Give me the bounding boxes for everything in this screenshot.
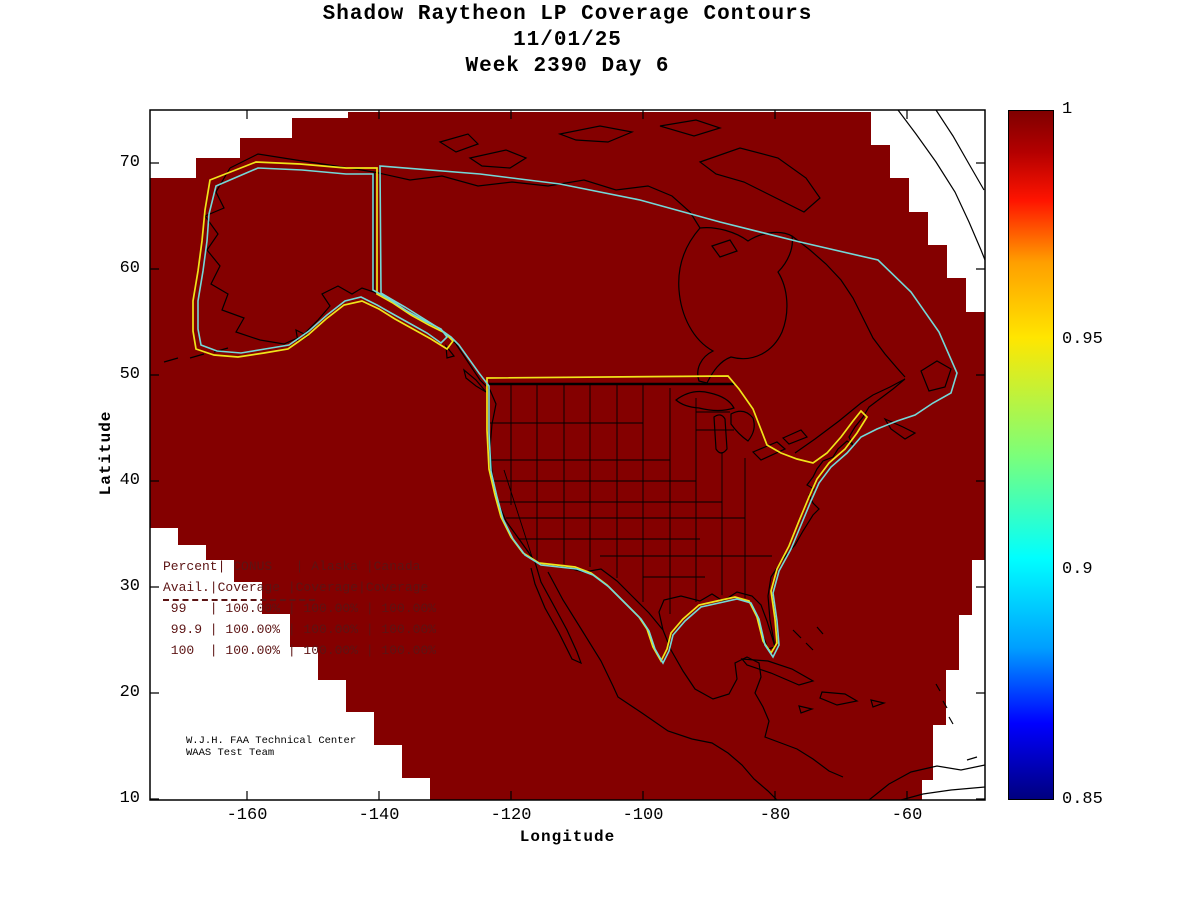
cyan-contour-canada	[379, 165, 958, 665]
bahamas	[792, 626, 824, 651]
lake-superior	[675, 390, 735, 412]
colorbar-label-09: 0.9	[1062, 560, 1093, 579]
st-lawrence	[794, 378, 906, 454]
y-tick-label-70: 70	[119, 153, 140, 172]
x-tick-label-160: -160	[226, 806, 268, 825]
x-tick-label-80: -80	[759, 806, 791, 825]
credit-block: W.J.H. FAA Technical Center WAAS Test Te…	[186, 735, 356, 759]
x-tick-label-60: -60	[891, 806, 923, 825]
southampton-island	[711, 239, 738, 258]
arctic-island-1	[557, 125, 635, 143]
hispaniola	[819, 691, 859, 706]
puerto-rico	[870, 699, 887, 708]
chart-title: Shadow Raytheon LP Coverage Contours	[322, 3, 813, 26]
vancouver-island	[462, 368, 487, 393]
hudson-bay	[678, 227, 793, 384]
south-america-coast	[868, 756, 985, 800]
coastline-mexico-pacific	[547, 571, 778, 800]
y-tick-label-20: 20	[119, 683, 140, 702]
victoria-island	[468, 149, 528, 169]
credit-line-1: W.J.H. FAA Technical Center	[186, 735, 357, 747]
banks-island	[438, 133, 480, 153]
chart-title-block: Shadow Raytheon LP Coverage Contours 11/…	[150, 2, 985, 80]
arctic-island-2	[659, 119, 722, 137]
newfoundland	[920, 360, 952, 392]
availability-table: Percent| CONUS | Alaska |Canada Avail.|C…	[163, 556, 436, 661]
coastlines	[163, 110, 985, 800]
x-axis-ticks-bottom	[246, 791, 908, 800]
y-tick-label-60: 60	[119, 259, 140, 278]
y-axis-ticks-right	[976, 162, 985, 800]
availability-table-row-99: 99 | 100.00% | 100.00% | 100.00%	[163, 601, 437, 616]
state-lines-horizontal	[490, 411, 772, 578]
colorbar-label-085: 0.85	[1062, 790, 1103, 809]
y-tick-label-30: 30	[119, 577, 140, 596]
greenland-coast	[897, 110, 985, 261]
plot-frame	[149, 109, 986, 801]
y-tick-label-10: 10	[119, 789, 140, 808]
x-tick-label-140: -140	[358, 806, 400, 825]
y-axis-ticks-left	[150, 162, 159, 800]
availability-table-divider	[163, 599, 315, 601]
lake-huron	[730, 410, 755, 442]
availability-table-header-1: Percent| CONUS | Alaska |Canada	[163, 559, 421, 574]
yellow-coverage-contours	[192, 161, 869, 663]
y-axis-label: Latitude	[97, 410, 115, 496]
credit-line-2: WAAS Test Team	[186, 747, 275, 759]
yellow-contour-alaska	[192, 161, 455, 358]
availability-table-row-999: 99.9 | 100.00% | 100.00% | 100.00%	[163, 622, 437, 637]
yellow-contour-conus	[486, 375, 869, 663]
labrador-coast	[791, 235, 906, 378]
colorbar	[1008, 110, 1054, 800]
cuba	[740, 658, 815, 686]
colorbar-label-095: 0.95	[1062, 330, 1103, 349]
y-axis-label-wrap: Latitude	[66, 411, 146, 496]
jamaica	[798, 705, 815, 714]
lake-michigan	[713, 414, 728, 454]
baffin-island	[698, 147, 821, 213]
y-tick-label-50: 50	[119, 365, 140, 384]
lesser-antilles	[935, 683, 954, 725]
chart-date: 11/01/25	[513, 29, 622, 52]
coastline-mexico-gulf	[662, 629, 844, 778]
lake-ontario	[781, 429, 809, 445]
coastline-arctic	[229, 153, 701, 229]
cyan-coverage-contours	[197, 165, 958, 665]
colorbar-label-1: 1	[1062, 100, 1073, 119]
cyan-contour-alaska	[197, 167, 449, 354]
queen-charlotte-island	[445, 344, 456, 359]
x-axis-label: Longitude	[519, 828, 616, 846]
axis-ticks	[150, 110, 985, 800]
nova-scotia	[883, 417, 917, 440]
x-axis-ticks-top	[246, 110, 908, 119]
state-boundaries	[490, 384, 772, 614]
x-tick-label-100: -100	[622, 806, 664, 825]
availability-table-header-2: Avail.|Coverage |Coverage|Coverage	[163, 580, 429, 595]
y-tick-label-40: 40	[119, 471, 140, 490]
chart-week-day: Week 2390 Day 6	[465, 55, 670, 78]
availability-table-row-100: 100 | 100.00% | 100.00% | 100.00%	[163, 643, 437, 658]
x-tick-label-120: -120	[490, 806, 532, 825]
